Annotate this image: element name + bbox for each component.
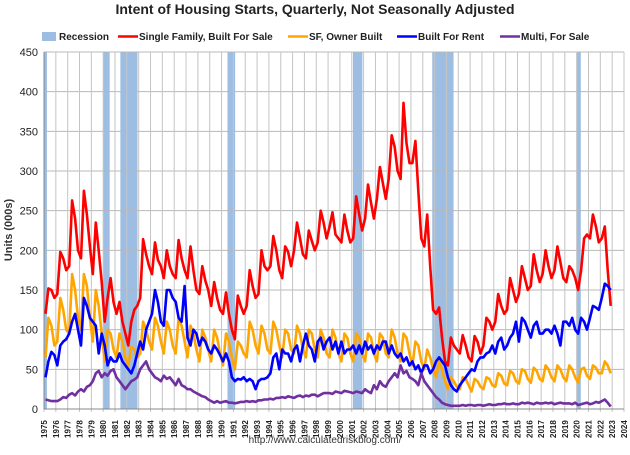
y-tick-label: 400 — [20, 87, 38, 99]
y-tick-label: 100 — [20, 325, 38, 337]
y-tick-label: 300 — [20, 166, 38, 178]
x-tick-label: 2003 — [371, 420, 380, 438]
x-tick-label: 1988 — [194, 420, 203, 438]
x-tick-label: 2021 — [584, 420, 593, 438]
y-tick-label: 150 — [20, 285, 38, 297]
recession-band — [120, 52, 138, 409]
x-tick-label: 2022 — [596, 420, 605, 438]
x-tick-label: 2020 — [573, 420, 582, 438]
x-tick-label: 1981 — [111, 420, 120, 438]
chart-title: Intent of Housing Starts, Quarterly, Not… — [115, 1, 514, 17]
recession-band — [352, 52, 363, 409]
legend: Recession Single Family, Built For Sale SF… — [42, 32, 590, 43]
recession-band — [227, 52, 236, 409]
x-tick-label: 1977 — [64, 420, 73, 438]
series-line-0 — [44, 101, 612, 367]
x-tick-label: 1997 — [300, 420, 309, 438]
series-line-1 — [44, 272, 612, 393]
x-tick-label: 1979 — [87, 420, 96, 438]
y-tick-label: 350 — [20, 126, 38, 138]
x-tick-label: 2008 — [431, 420, 440, 438]
x-tick-label: 2009 — [442, 420, 451, 438]
legend-swatch-recession — [42, 32, 56, 41]
recession-bands — [44, 52, 581, 409]
x-tick-label: 2010 — [454, 420, 463, 438]
y-tick-label: 250 — [20, 206, 38, 218]
x-tick-label: 1978 — [76, 420, 85, 438]
x-axis-ticks: 1975 1976 1977 1978 1979 1980 1981 1982 1983 1984… — [40, 420, 629, 438]
x-tick-label: 2017 — [537, 420, 546, 438]
series-line-2 — [44, 282, 612, 393]
x-tick-label: 2006 — [407, 420, 416, 438]
x-tick-label: 1989 — [206, 420, 215, 438]
x-tick-label: 1984 — [147, 420, 156, 438]
x-tick-label: 1983 — [135, 420, 144, 438]
source-url[interactable]: http://www.calculatedriskblog.com/ — [249, 435, 402, 446]
recession-band — [44, 52, 47, 409]
x-tick-label: 2014 — [502, 420, 511, 438]
x-tick-label: 1993 — [253, 420, 262, 438]
x-tick-label: 1986 — [170, 420, 179, 438]
x-tick-label: 2013 — [490, 420, 499, 438]
x-tick-label: 1996 — [289, 420, 298, 438]
x-tick-label: 2007 — [419, 420, 428, 438]
x-tick-label: 1998 — [312, 420, 321, 438]
x-tick-label: 2016 — [525, 420, 534, 438]
legend-label-0: Single Family, Built For Sale — [139, 32, 273, 43]
y-tick-label: 50 — [26, 364, 38, 376]
x-tick-label: 2004 — [383, 420, 392, 438]
x-tick-label: 1985 — [158, 420, 167, 438]
x-tick-label: 2000 — [336, 420, 345, 438]
x-tick-label: 2012 — [478, 420, 487, 438]
legend-label-recession: Recession — [59, 32, 109, 43]
x-tick-label: 2024 — [620, 420, 629, 438]
x-tick-label: 2015 — [513, 420, 522, 438]
series-lines — [44, 101, 612, 408]
y-tick-label: 200 — [20, 245, 38, 257]
legend-label-3: Multi, For Sale — [521, 32, 590, 43]
y-tick-label: 0 — [32, 404, 38, 416]
x-tick-label: 1990 — [218, 420, 227, 438]
x-tick-label: 2019 — [561, 420, 570, 438]
x-tick-label: 1995 — [277, 420, 286, 438]
x-tick-label: 1999 — [324, 420, 333, 438]
x-tick-label: 1982 — [123, 420, 132, 438]
x-tick-label: 2011 — [466, 420, 475, 438]
legend-label-1: SF, Owner Built — [309, 32, 383, 43]
x-tick-label: 1976 — [52, 420, 61, 438]
x-tick-label: 2005 — [395, 420, 404, 438]
x-tick-label: 1992 — [241, 420, 250, 438]
recession-band — [432, 52, 454, 409]
x-tick-label: 2023 — [608, 420, 617, 438]
x-tick-label: 1991 — [229, 420, 238, 438]
x-tick-label: 1994 — [265, 420, 274, 438]
x-tick-label: 1980 — [99, 420, 108, 438]
y-tick-label: 450 — [20, 47, 38, 59]
x-tick-label: 2001 — [348, 420, 357, 438]
y-axis-label: Units (000s) — [3, 198, 15, 261]
x-tick-label: 2018 — [549, 420, 558, 438]
x-tick-label: 2002 — [360, 420, 369, 438]
x-tick-label: 1975 — [40, 420, 49, 438]
series-line-3 — [45, 360, 612, 408]
recession-band — [103, 52, 110, 409]
recession-band — [576, 52, 581, 409]
legend-label-2: Built For Rent — [418, 32, 485, 43]
x-tick-label: 1987 — [182, 420, 191, 438]
y-axis-ticks: 0 50 100 150 200 250 300 350 400 450 — [20, 47, 38, 416]
